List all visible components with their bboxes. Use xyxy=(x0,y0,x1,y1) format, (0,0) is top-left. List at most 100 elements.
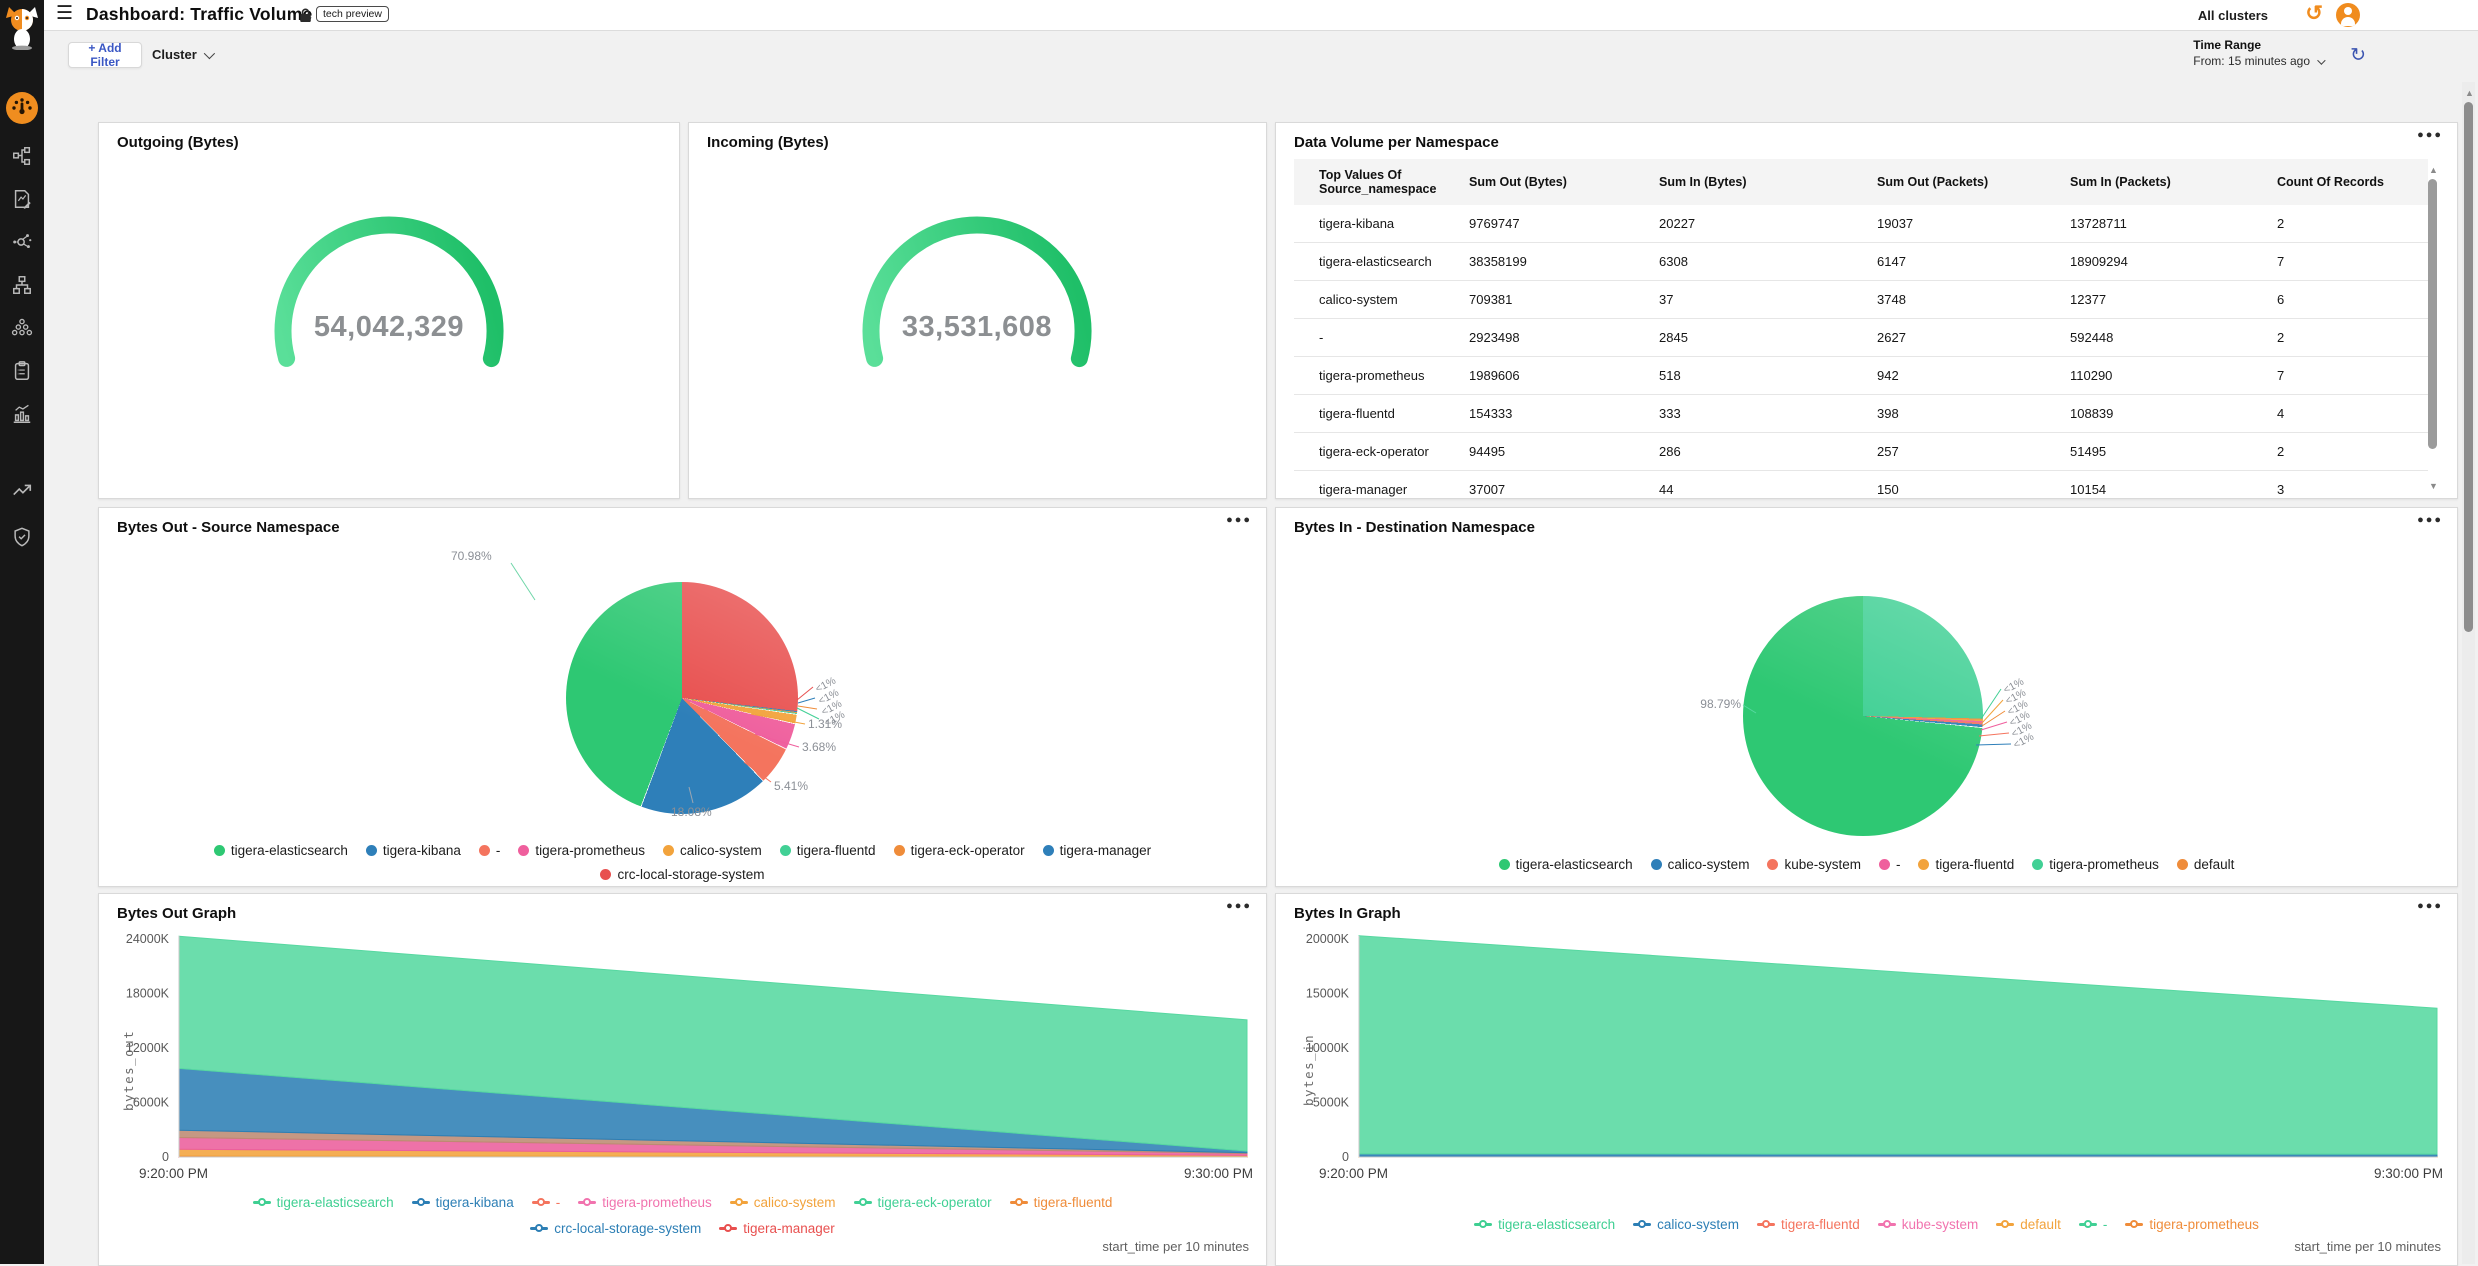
legend-dot-icon xyxy=(1042,845,1054,856)
panel-title: Outgoing (Bytes) xyxy=(117,134,239,151)
legend-item[interactable]: - xyxy=(2078,1217,2107,1232)
hamburger-menu-icon[interactable]: ☰ xyxy=(56,3,74,24)
lock-icon xyxy=(300,8,311,22)
threat-shield-icon[interactable] xyxy=(11,526,33,548)
legend-item[interactable]: tigera-kibana xyxy=(411,1195,514,1210)
table-cell: 154333 xyxy=(1469,406,1513,421)
user-avatar[interactable] xyxy=(2336,3,2360,27)
bytes-in-pie[interactable] xyxy=(1743,596,1983,836)
page-scroll-up-icon[interactable]: ▲ xyxy=(2465,88,2474,98)
legend-item[interactable]: tigera-manager xyxy=(1042,843,1151,858)
legend-item[interactable]: tigera-prometheus xyxy=(2032,857,2159,872)
legend-item[interactable]: crc-local-storage-system xyxy=(530,1221,701,1236)
bytes-out-area-chart[interactable]: 0 6000K 12000K 18000K 24000K 9:20:00 PM 9:30:0… xyxy=(113,931,1253,1183)
table-scrollbar[interactable] xyxy=(2428,179,2437,449)
tigera-cat-logo[interactable] xyxy=(4,6,40,50)
table-cell: 110290 xyxy=(2070,368,2113,383)
y-axis-label: bytes_in xyxy=(1301,1033,1316,1106)
time-range-control[interactable]: Time Range From: 15 minutes ago xyxy=(2193,38,2326,68)
panel-outgoing-bytes: Outgoing (Bytes) 54,042,329 xyxy=(98,122,680,499)
page-scrollbar-thumb[interactable] xyxy=(2464,102,2473,632)
legend-item[interactable]: kube-system xyxy=(1767,857,1861,872)
legend-item[interactable]: tigera-manager xyxy=(719,1221,835,1236)
legend-item[interactable]: calico-system xyxy=(1633,1217,1739,1232)
pie-legend-row: tigera-elasticsearch tigera-kibana - tigera… xyxy=(99,843,1266,858)
refresh-icon[interactable]: ↻ xyxy=(2350,45,2366,66)
legend-item[interactable]: kube-system xyxy=(1877,1217,1978,1232)
cluster-nodes-icon[interactable] xyxy=(11,317,33,339)
panel-options-icon[interactable]: ●●● xyxy=(2417,514,2443,526)
legend-item[interactable]: tigera-elasticsearch xyxy=(252,1195,394,1210)
bytes-in-area-chart[interactable]: 0 5000K 10000K 15000K 20000K 9:20:00 PM 9:30:0… xyxy=(1293,931,2443,1183)
legend-item[interactable]: tigera-elasticsearch xyxy=(213,843,348,858)
series-marker-icon xyxy=(1877,1219,1896,1230)
legend-item[interactable]: tigera-kibana xyxy=(365,843,461,858)
service-graph-icon[interactable] xyxy=(11,231,33,253)
svg-text:18000K: 18000K xyxy=(126,987,170,1001)
legend-item[interactable]: - xyxy=(1878,857,1900,872)
legend-item[interactable]: tigera-eck-operator xyxy=(893,843,1025,858)
time-range-value[interactable]: From: 15 minutes ago xyxy=(2193,54,2326,68)
legend-item[interactable]: - xyxy=(531,1195,560,1210)
panel-options-icon[interactable]: ●●● xyxy=(1226,514,1252,526)
legend-item[interactable]: - xyxy=(478,843,500,858)
x-axis-footer: start_time per 10 minutes xyxy=(2294,1239,2441,1254)
col-header[interactable]: Sum Out (Packets) xyxy=(1877,175,1989,189)
add-filter-button[interactable]: + Add Filter xyxy=(68,41,142,69)
legend-dot-icon xyxy=(1498,859,1510,870)
legend-item[interactable]: crc-local-storage-system xyxy=(600,867,765,882)
table-cell: tigera-fluentd xyxy=(1319,406,1395,421)
panel-options-icon[interactable]: ●●● xyxy=(1226,900,1252,912)
history-icon[interactable]: ↺ xyxy=(2305,2,2323,25)
bytes-out-pie[interactable] xyxy=(566,582,798,814)
activity-chart-icon[interactable] xyxy=(11,403,33,425)
legend-item[interactable]: tigera-fluentd xyxy=(1009,1195,1112,1210)
svg-text:9:20:00 PM: 9:20:00 PM xyxy=(1319,1166,1388,1181)
col-header[interactable]: Count Of Records xyxy=(2277,175,2384,189)
col-header[interactable]: Sum In (Packets) xyxy=(2070,175,2171,189)
panel-options-icon[interactable]: ●●● xyxy=(2417,129,2443,141)
svg-text:15000K: 15000K xyxy=(1306,987,1350,1001)
panel-options-icon[interactable]: ●●● xyxy=(2417,900,2443,912)
data-volume-table: Top Values Of Source_namespace Sum Out (… xyxy=(1294,159,2428,498)
legend-item[interactable]: calico-system xyxy=(1650,857,1749,872)
col-header[interactable]: Sum Out (Bytes) xyxy=(1469,175,1567,189)
legend-item[interactable]: default xyxy=(1996,1217,2061,1232)
legend-item[interactable]: tigera-prometheus xyxy=(578,1195,712,1210)
col-header[interactable]: Top Values Of Source_namespace xyxy=(1319,168,1437,196)
policy-document-icon[interactable] xyxy=(11,188,33,210)
table-cell: 1989606 xyxy=(1469,368,1520,383)
legend-item[interactable]: tigera-fluentd xyxy=(1918,857,2014,872)
legend-item[interactable]: default xyxy=(2176,857,2234,872)
legend-item[interactable]: tigera-fluentd xyxy=(779,843,876,858)
trend-arrow-icon[interactable] xyxy=(11,479,33,501)
legend-item[interactable]: calico-system xyxy=(729,1195,836,1210)
cluster-dropdown[interactable]: Cluster xyxy=(152,47,215,62)
legend-item[interactable]: tigera-elasticsearch xyxy=(1474,1217,1615,1232)
legend-item[interactable]: calico-system xyxy=(662,843,762,858)
table-cell: tigera-elasticsearch xyxy=(1319,254,1432,269)
col-header[interactable]: Sum In (Bytes) xyxy=(1659,175,1747,189)
legend-item[interactable]: tigera-elasticsearch xyxy=(1498,857,1633,872)
table-cell: 2627 xyxy=(1877,330,1906,345)
table-cell: 10154 xyxy=(2070,482,2107,497)
table-cell: 333 xyxy=(1659,406,1681,421)
legend-item[interactable]: tigera-fluentd xyxy=(1756,1217,1860,1232)
table-cell: - xyxy=(1319,330,1324,345)
table-scroll-up-icon[interactable]: ▲ xyxy=(2429,165,2438,175)
network-sitemap-icon[interactable] xyxy=(11,274,33,296)
tech-preview-badge: tech preview xyxy=(316,6,389,22)
legend-item[interactable]: tigera-prometheus xyxy=(518,843,645,858)
table-cell: 38358199 xyxy=(1469,254,1527,269)
table-cell: 94495 xyxy=(1469,444,1506,459)
dashboard-gauge-icon[interactable] xyxy=(6,92,38,124)
svg-text:5000K: 5000K xyxy=(1313,1096,1350,1110)
table-scroll-down-icon[interactable]: ▼ xyxy=(2429,481,2438,491)
table-cell: 7 xyxy=(2277,254,2285,269)
legend-item[interactable]: tigera-prometheus xyxy=(2125,1217,2259,1232)
legend-item[interactable]: tigera-eck-operator xyxy=(853,1195,992,1210)
network-topology-icon[interactable] xyxy=(11,145,33,167)
series-marker-icon xyxy=(2125,1219,2144,1230)
compliance-clipboard-icon[interactable] xyxy=(11,360,33,382)
panel-data-volume-table: Data Volume per Namespace ●●● Top Values… xyxy=(1275,122,2458,499)
